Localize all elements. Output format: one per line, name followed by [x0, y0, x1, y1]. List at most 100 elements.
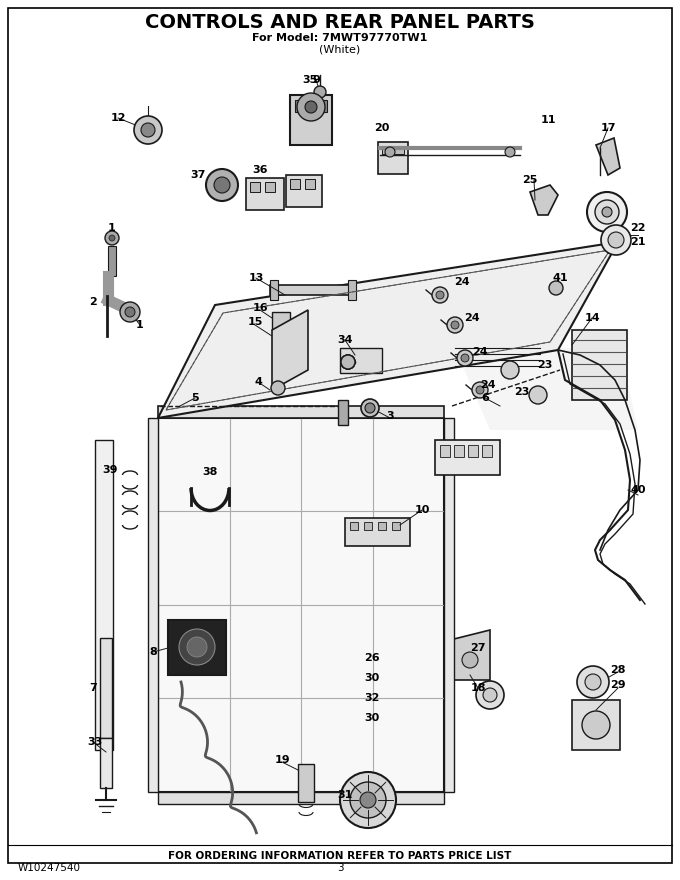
Circle shape — [601, 225, 631, 255]
Text: For Model: 7MWT97770TW1: For Model: 7MWT97770TW1 — [252, 33, 428, 43]
Bar — [100, 638, 112, 738]
Circle shape — [436, 291, 444, 299]
Text: FOR ORDERING INFORMATION REFER TO PARTS PRICE LIST: FOR ORDERING INFORMATION REFER TO PARTS … — [169, 851, 511, 861]
Text: 37: 37 — [190, 170, 205, 180]
Bar — [350, 522, 358, 530]
Text: 24: 24 — [454, 277, 470, 287]
Circle shape — [476, 386, 484, 394]
Bar — [482, 445, 492, 457]
Text: 11: 11 — [540, 115, 556, 125]
Polygon shape — [158, 242, 618, 418]
Text: 24: 24 — [464, 313, 480, 323]
Text: (White): (White) — [320, 45, 360, 55]
Text: 3: 3 — [337, 863, 343, 873]
Circle shape — [305, 101, 317, 113]
Circle shape — [595, 200, 619, 224]
Circle shape — [365, 403, 375, 413]
Text: 1: 1 — [108, 223, 116, 233]
Circle shape — [134, 116, 162, 144]
Text: 15: 15 — [248, 317, 262, 327]
Text: 9: 9 — [312, 75, 320, 85]
Text: 12: 12 — [110, 113, 126, 123]
Circle shape — [314, 86, 326, 98]
Circle shape — [432, 287, 448, 303]
Bar — [364, 522, 372, 530]
Bar — [148, 418, 158, 792]
Circle shape — [585, 674, 601, 690]
Circle shape — [120, 302, 140, 322]
Circle shape — [577, 666, 609, 698]
Bar — [298, 764, 314, 802]
Text: 35: 35 — [303, 75, 318, 85]
Text: 4: 4 — [254, 377, 262, 387]
Circle shape — [447, 317, 463, 333]
Bar — [158, 792, 444, 804]
Text: 24: 24 — [480, 380, 496, 390]
Text: 18: 18 — [471, 683, 486, 693]
Circle shape — [341, 355, 355, 369]
Circle shape — [461, 354, 469, 362]
Bar — [100, 738, 112, 788]
Bar — [345, 518, 410, 546]
Circle shape — [341, 355, 355, 369]
Bar — [378, 142, 408, 174]
Bar — [168, 620, 226, 675]
Bar — [382, 146, 392, 154]
Text: CONTROLS AND REAR PANEL PARTS: CONTROLS AND REAR PANEL PARTS — [145, 12, 535, 32]
Bar — [270, 280, 278, 300]
Text: 8: 8 — [149, 647, 157, 657]
Bar — [392, 522, 400, 530]
Text: 7: 7 — [89, 683, 97, 693]
Bar — [572, 700, 620, 750]
Circle shape — [476, 681, 504, 709]
Text: 17: 17 — [600, 123, 616, 133]
Circle shape — [385, 147, 395, 157]
Circle shape — [483, 688, 497, 702]
Bar — [250, 182, 260, 192]
Bar — [265, 182, 275, 192]
Bar — [440, 445, 450, 457]
Text: 36: 36 — [252, 165, 268, 175]
Circle shape — [341, 355, 355, 369]
Circle shape — [582, 711, 610, 739]
Bar — [348, 280, 356, 300]
Text: 30: 30 — [364, 673, 379, 683]
Circle shape — [361, 399, 379, 417]
Bar — [305, 179, 315, 189]
Text: 20: 20 — [374, 123, 390, 133]
Text: 2: 2 — [89, 297, 97, 307]
Text: 19: 19 — [274, 755, 290, 765]
Bar — [108, 246, 116, 276]
Text: 38: 38 — [203, 467, 218, 477]
Text: 29: 29 — [610, 680, 626, 690]
Text: 23: 23 — [514, 387, 530, 397]
Bar — [435, 440, 500, 475]
Circle shape — [340, 772, 396, 828]
Polygon shape — [450, 630, 490, 680]
Polygon shape — [530, 185, 558, 215]
Text: W10247540: W10247540 — [18, 863, 81, 873]
Bar — [290, 179, 300, 189]
Bar — [315, 100, 327, 112]
Bar — [286, 175, 322, 207]
Text: 31: 31 — [337, 790, 353, 800]
Bar — [468, 445, 478, 457]
Bar — [572, 330, 627, 400]
Circle shape — [297, 93, 325, 121]
Text: 28: 28 — [610, 665, 626, 675]
Circle shape — [109, 235, 115, 241]
Bar — [290, 95, 332, 145]
Circle shape — [608, 232, 624, 248]
Bar — [338, 400, 348, 425]
Text: 22: 22 — [630, 223, 646, 233]
Circle shape — [187, 637, 207, 657]
Text: 32: 32 — [364, 693, 379, 703]
Polygon shape — [272, 310, 308, 390]
Text: 26: 26 — [364, 653, 380, 663]
Bar — [158, 406, 444, 418]
Circle shape — [206, 169, 238, 201]
Bar — [444, 418, 454, 792]
Circle shape — [451, 321, 459, 329]
Text: 13: 13 — [248, 273, 264, 283]
Text: 3: 3 — [386, 411, 394, 421]
